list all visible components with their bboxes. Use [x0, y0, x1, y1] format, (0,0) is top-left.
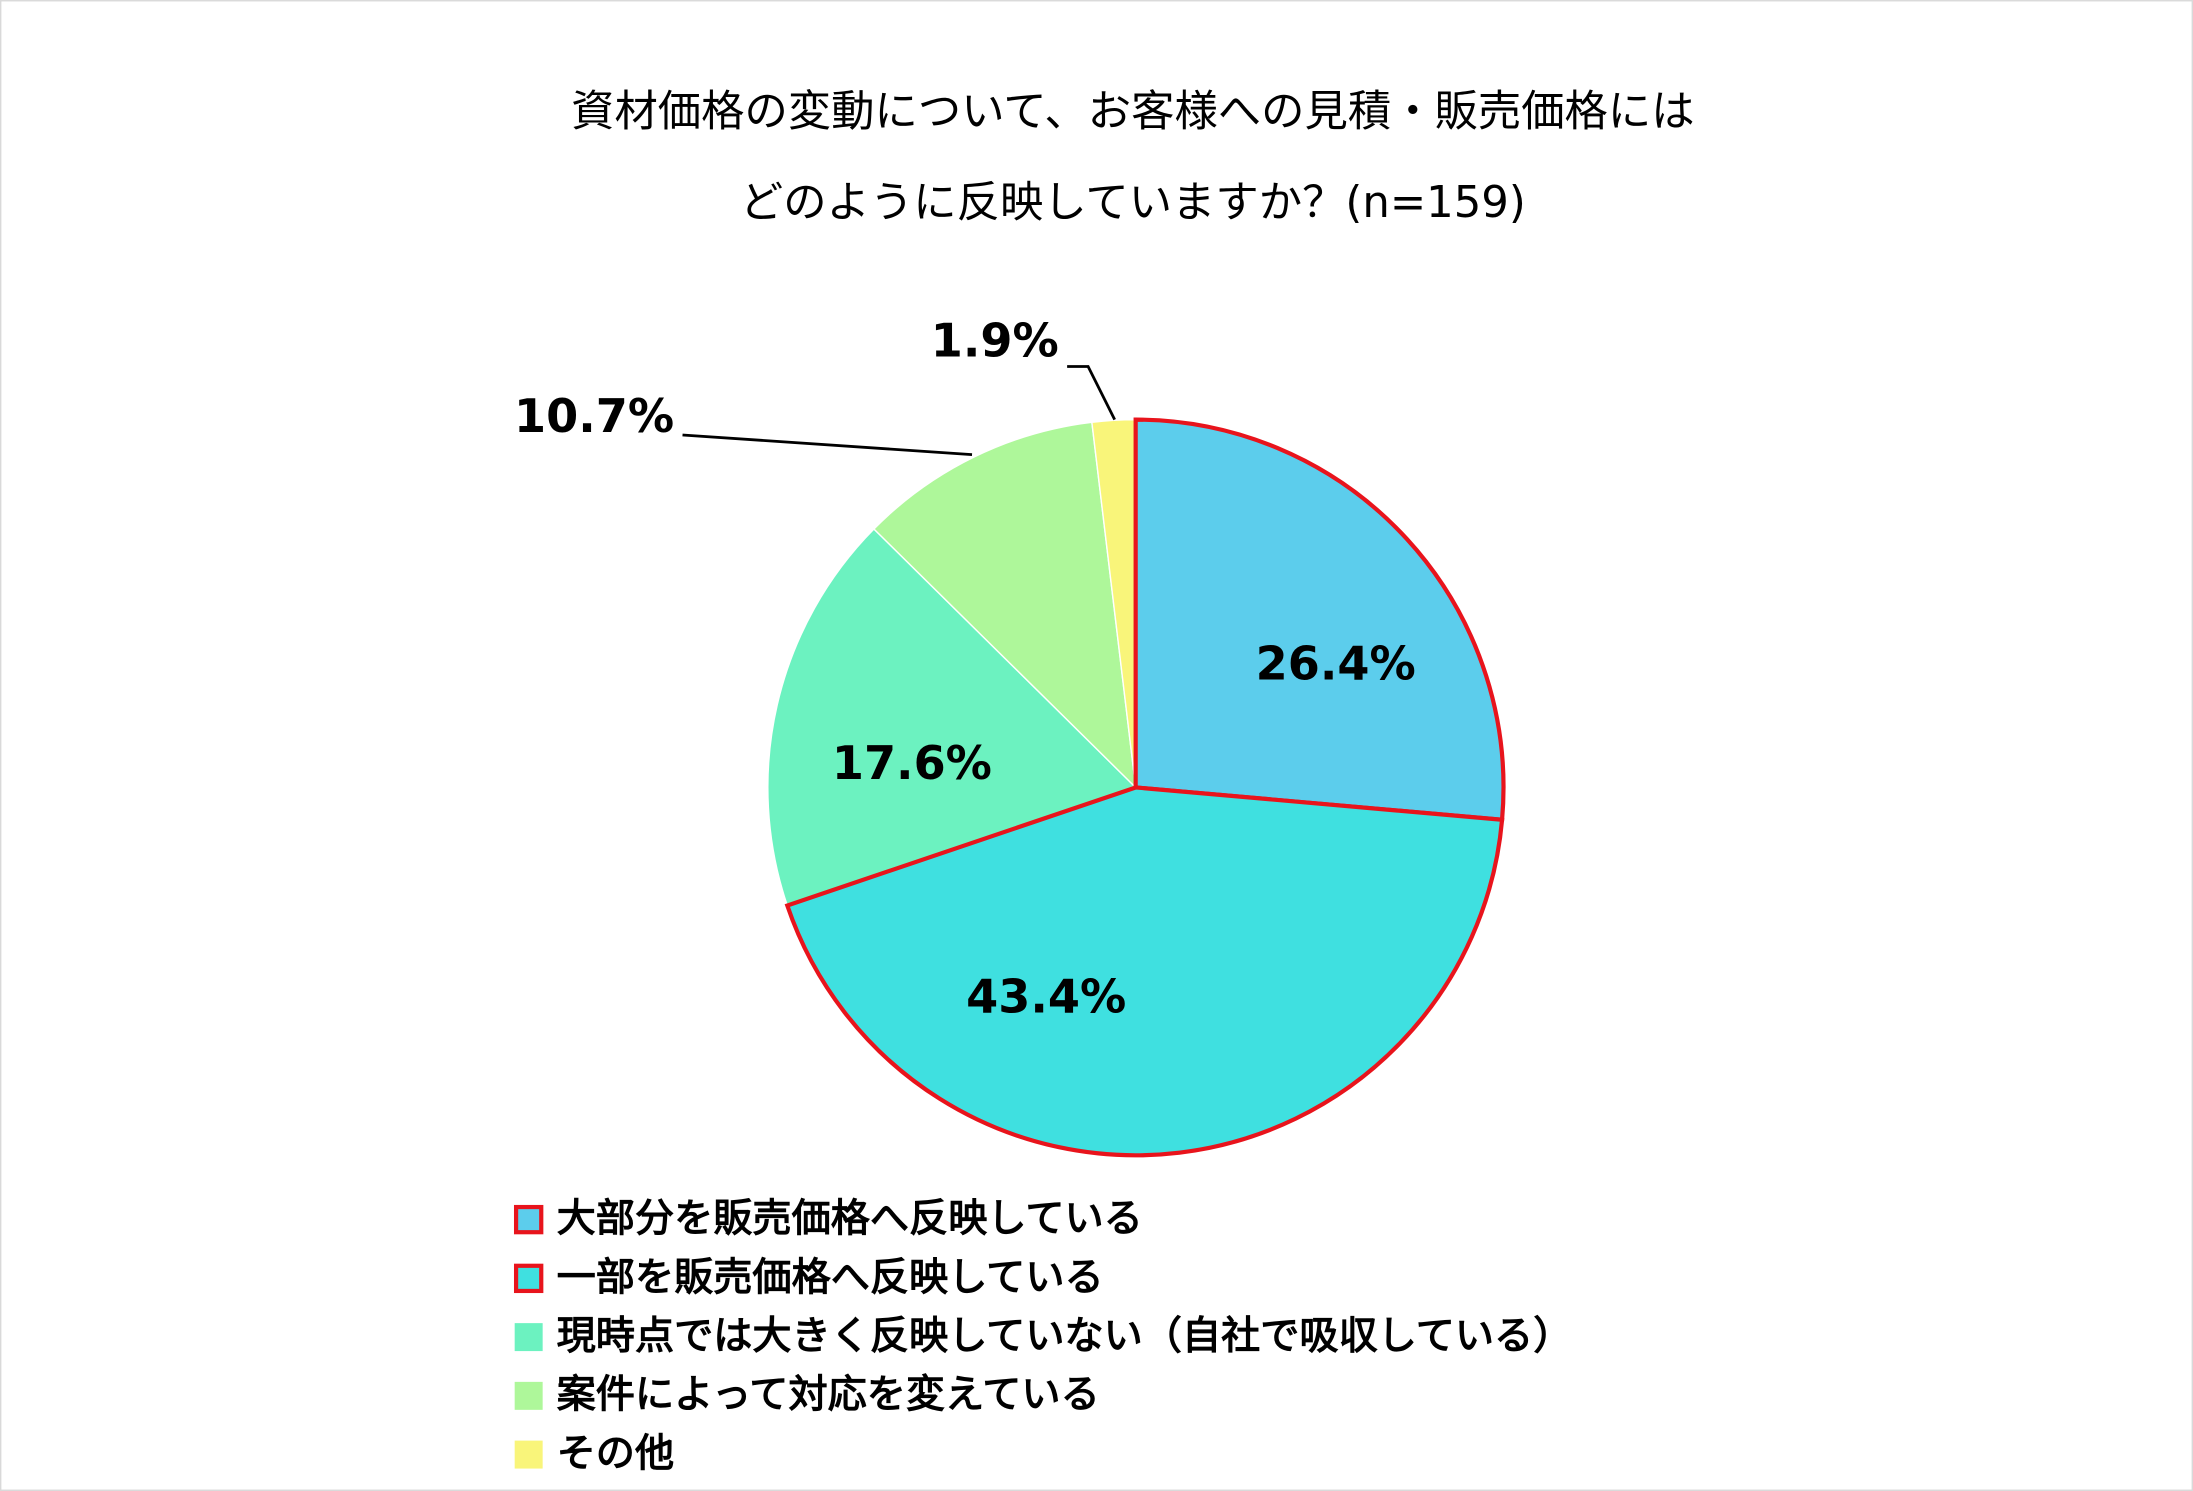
legend-swatch	[514, 1381, 543, 1410]
data-labels: 26.4% 43.4% 17.6% 10.7% 1.9%	[514, 314, 1416, 1024]
pie-slice	[767, 528, 1137, 907]
pie-slice	[1133, 417, 1506, 823]
data-label: 17.6%	[832, 736, 992, 790]
legend-swatch	[513, 1204, 544, 1235]
legend-label: その他	[557, 1431, 674, 1476]
pie-slice	[872, 421, 1137, 790]
legend-label: 一部を販売価格へ反映している	[557, 1255, 1104, 1300]
data-label: 43.4%	[966, 970, 1126, 1024]
leader-line	[1067, 365, 1116, 421]
legend: 大部分を販売価格へ反映している一部を販売価格へ反映している現時点では大きく反映し…	[513, 1197, 1573, 1476]
data-label: 1.9%	[931, 314, 1059, 368]
legend-swatch	[514, 1323, 543, 1352]
leader-line	[682, 433, 973, 456]
legend-label: 現時点では大きく反映していない（自社で吸収している）	[557, 1314, 1573, 1359]
legend-label: 大部分を販売価格へ反映している	[557, 1197, 1143, 1242]
legend-swatch	[514, 1440, 543, 1469]
pie	[767, 417, 1506, 1158]
data-label: 10.7%	[514, 389, 674, 443]
chart-title: 資材価格の変動について、お客様への見積・販売価格には	[571, 87, 1694, 137]
pie-slice	[784, 785, 1505, 1158]
legend-label: 案件によって対応を変えている	[557, 1373, 1100, 1418]
legend-swatch	[513, 1263, 544, 1294]
data-label: 26.4%	[1256, 637, 1416, 691]
chart-title: どのように反映していますか？(n=159)	[740, 178, 1526, 228]
